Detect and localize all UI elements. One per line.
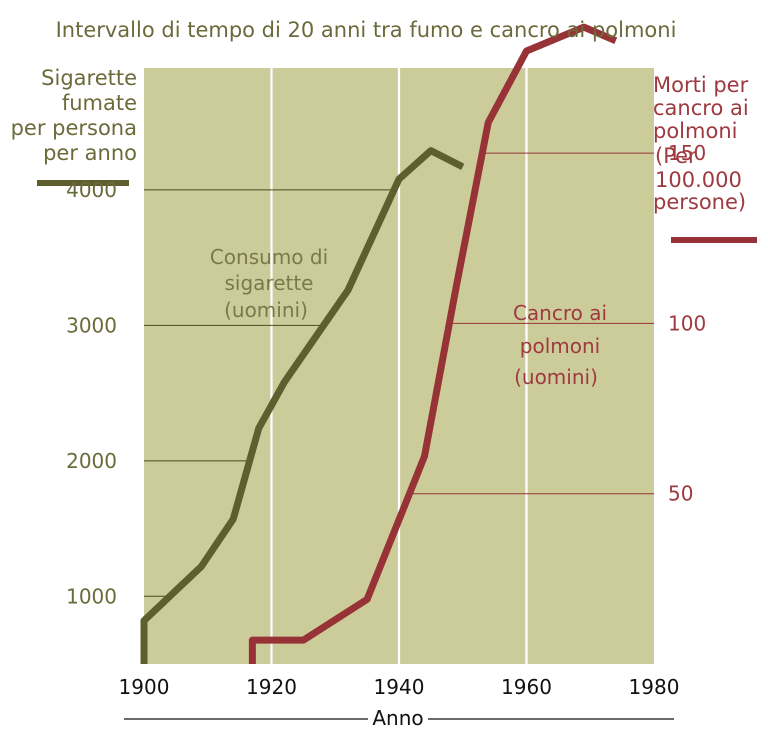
left-axis-label-line: Sigarette	[41, 66, 137, 90]
series-label-line: sigarette	[224, 271, 313, 295]
left-tick-label: 4000	[66, 178, 117, 202]
left-tick-label: 1000	[66, 584, 117, 608]
right-axis-label-line: polmoni	[653, 119, 737, 143]
series-label-cigarettes: Consumo di sigarette (uomini)	[210, 245, 328, 322]
right-axis-label-line: 100.000	[655, 168, 742, 192]
left-axis-label: Sigarette fumate per persona per anno	[11, 66, 137, 165]
right-axis-label-line: persone)	[653, 190, 746, 214]
series-label-lung-cancer: Cancro ai polmoni (uomini)	[513, 301, 607, 389]
x-tick-label: 1900	[119, 675, 170, 699]
left-tick-label: 3000	[66, 313, 117, 337]
x-axis-label: Anno	[372, 706, 423, 730]
series-label-line: Consumo di	[210, 245, 328, 269]
right-tick-label: 150	[668, 141, 706, 165]
x-axis-ticks: 1900 1920 1940 1960 1980	[119, 675, 680, 699]
right-axis-ticks: 50 100 150	[668, 141, 706, 506]
series-label-line: (uomini)	[514, 365, 598, 389]
right-axis-label: Morti per cancro ai polmoni (Per 100.000…	[653, 73, 749, 214]
right-axis-label-line: cancro ai	[653, 96, 749, 120]
left-axis-label-line: fumate	[62, 91, 137, 115]
series-label-line: (uomini)	[224, 298, 308, 322]
right-tick-label: 100	[668, 311, 706, 335]
right-axis-label-line: Morti per	[653, 73, 749, 97]
left-axis-label-line: per persona	[11, 116, 137, 140]
right-reference-lines	[409, 152, 654, 495]
right-tick-label: 50	[668, 482, 693, 506]
vertical-gridlines	[270, 68, 528, 664]
left-axis-label-line: per anno	[43, 141, 137, 165]
series-label-line: polmoni	[520, 334, 600, 358]
chart-title: Intervallo di tempo di 20 anni tra fumo …	[56, 18, 677, 42]
x-tick-label: 1980	[629, 675, 680, 699]
x-tick-label: 1960	[501, 675, 552, 699]
series-line-lung-cancer	[248, 23, 618, 664]
left-axis-ticks: 1000 2000 3000 4000	[66, 178, 117, 608]
series-label-line: Cancro ai	[513, 301, 607, 325]
series-line-cigarettes	[140, 147, 465, 664]
x-tick-label: 1920	[246, 675, 297, 699]
right-axis-label-line: (Per	[655, 144, 697, 168]
left-tick-label: 2000	[66, 449, 117, 473]
left-reference-lines	[144, 189, 395, 597]
x-tick-label: 1940	[374, 675, 425, 699]
